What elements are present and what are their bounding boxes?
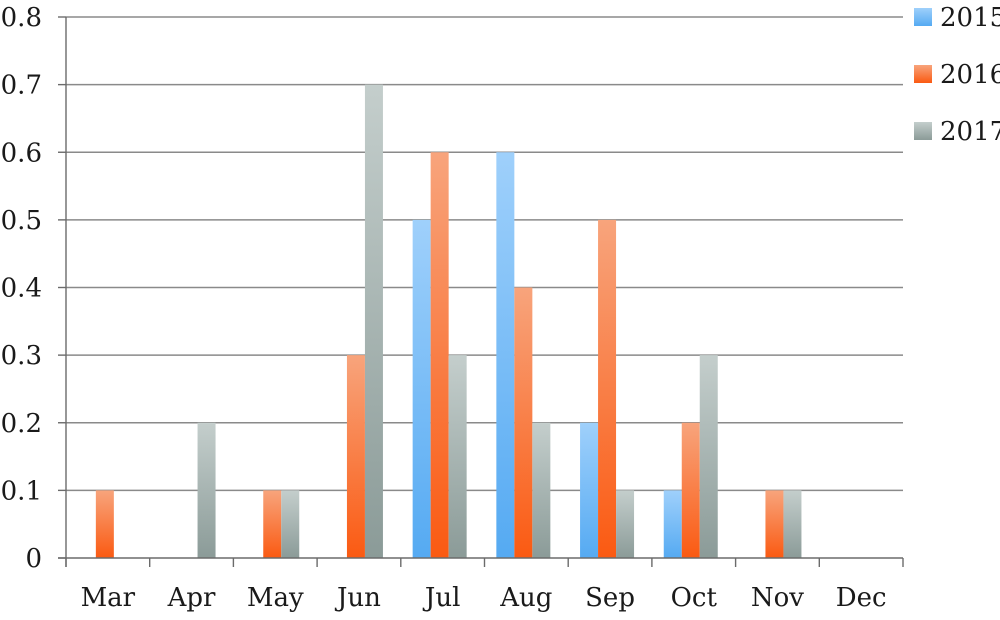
x-tick-label: Aug (499, 583, 552, 613)
legend-label-2017: 2017 (940, 117, 1000, 147)
y-tick-label: 0.8 (1, 3, 42, 33)
bar-2015-oct (663, 490, 682, 558)
y-tick-label: 0.3 (1, 341, 42, 371)
y-tick-label: 0.7 (1, 71, 42, 101)
x-tick-label: Nov (751, 583, 804, 613)
legend-swatch-2015 (914, 8, 932, 26)
x-tick-label: Oct (671, 583, 718, 613)
bar-2017-nov (783, 490, 802, 558)
y-tick-label: 0.6 (1, 138, 42, 168)
legend-label-2015: 2015 (940, 3, 1000, 33)
bar-2016-oct (681, 422, 700, 558)
bar-2017-sep (616, 490, 635, 558)
gridlines (66, 16, 903, 492)
x-tick-label: Dec (836, 583, 887, 613)
legend-label-2016: 2016 (940, 60, 1000, 90)
bar-2016-mar (95, 490, 114, 558)
x-tick-label: Apr (167, 583, 216, 613)
bar-2017-may (281, 490, 300, 558)
axes (58, 16, 904, 567)
y-tick-label: 0.5 (1, 206, 42, 236)
bar-2015-aug (496, 152, 515, 558)
bar-2017-aug (532, 422, 551, 558)
x-tick-label: Jun (334, 583, 381, 613)
x-tick-label: Mar (81, 583, 136, 613)
bar-2015-jul (412, 219, 431, 558)
bars (95, 84, 802, 558)
y-tick-labels: 0 0.1 0.2 0.3 0.4 0.5 0.6 0.7 0.8 (1, 3, 42, 574)
legend-swatch-2017 (914, 122, 932, 140)
y-tick-label: 0.2 (1, 409, 42, 439)
bar-2016-aug (514, 287, 533, 558)
y-tick-label: 0 (25, 544, 42, 574)
bar-2017-apr (197, 422, 216, 558)
bar-2016-jul (430, 152, 449, 558)
legend: 2015 2016 2017 (914, 3, 1000, 147)
bar-2015-sep (580, 422, 599, 558)
x-tick-label: Jul (422, 583, 460, 613)
x-tick-label: Sep (585, 583, 635, 613)
y-tick-label: 0.4 (1, 274, 42, 304)
x-tick-label: May (247, 583, 304, 613)
x-tick-labels: Mar Apr May Jun Jul Aug Sep Oct Nov Dec (81, 583, 887, 613)
bar-2016-nov (765, 490, 784, 558)
y-tick-label: 0.1 (1, 476, 42, 506)
bar-2016-jun (346, 355, 365, 558)
bar-2016-sep (598, 219, 617, 558)
bar-2017-jul (448, 355, 467, 558)
bar-2016-may (263, 490, 282, 558)
legend-swatch-2016 (914, 65, 932, 83)
bar-2017-oct (699, 355, 718, 558)
bar-2017-jun (364, 84, 383, 558)
